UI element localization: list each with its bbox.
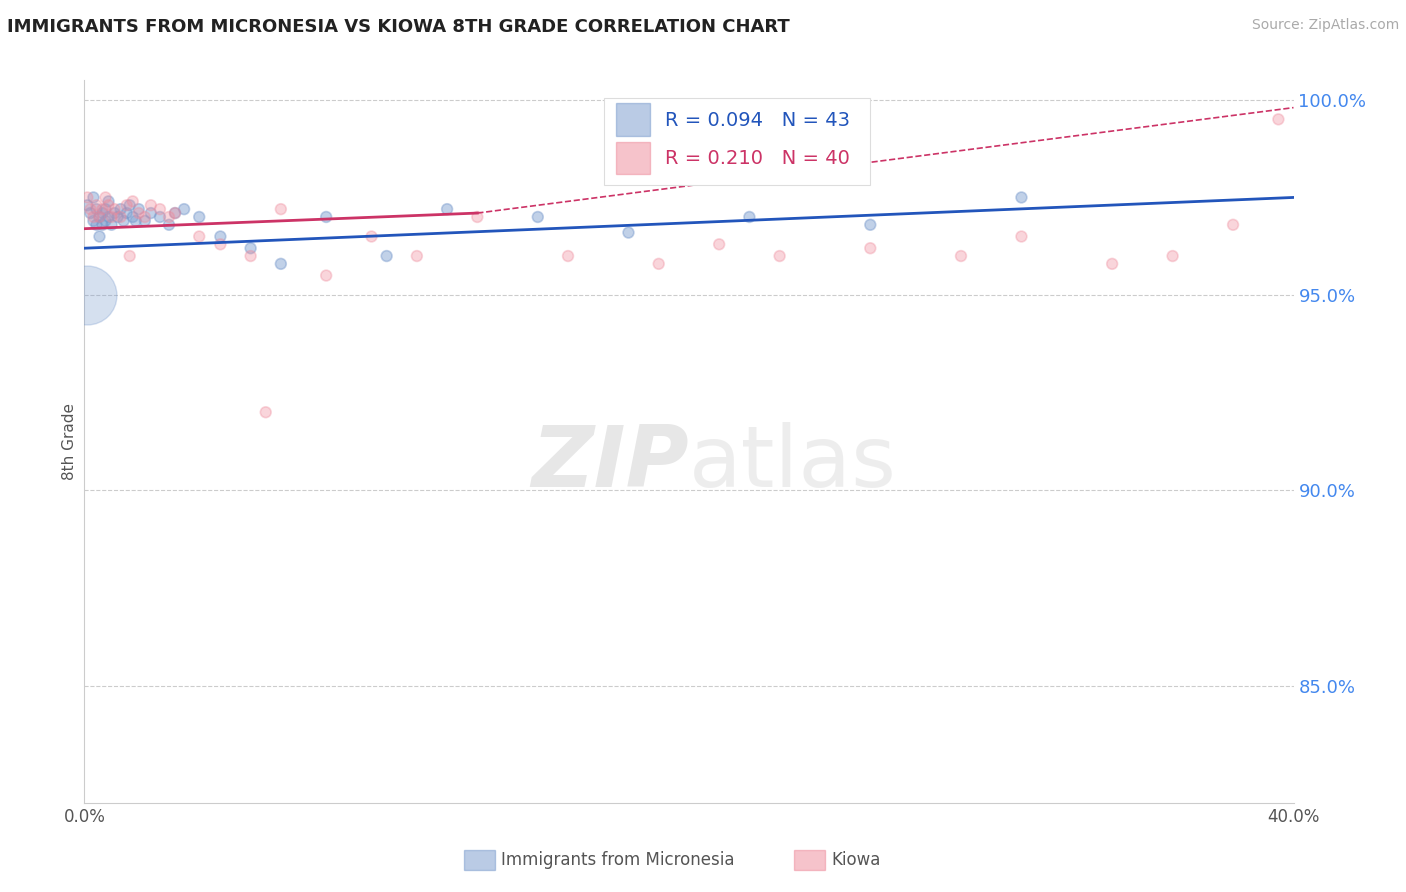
Point: [950, 249, 973, 263]
Point: [139, 206, 162, 220]
Point: [239, 249, 262, 263]
Point: [859, 241, 882, 255]
Point: [1222, 218, 1244, 232]
Text: R = 0.210   N = 40: R = 0.210 N = 40: [665, 149, 849, 168]
Point: [112, 214, 135, 228]
Point: [134, 210, 156, 224]
Text: atlas: atlas: [689, 422, 897, 505]
Point: [270, 202, 292, 216]
Point: [406, 249, 429, 263]
Point: [121, 194, 143, 209]
Point: [149, 202, 172, 216]
Point: [118, 249, 141, 263]
Point: [118, 198, 141, 212]
Point: [115, 206, 138, 220]
Point: [1011, 229, 1033, 244]
Point: [270, 257, 292, 271]
Point: [82, 190, 104, 204]
Point: [149, 210, 172, 224]
Point: [97, 198, 120, 212]
Point: [100, 218, 122, 232]
Point: [134, 214, 156, 228]
Point: [557, 249, 579, 263]
Point: [110, 210, 132, 224]
Point: [76, 288, 98, 302]
Point: [94, 190, 117, 204]
Point: [94, 202, 117, 216]
Point: [738, 210, 761, 224]
Text: R = 0.094   N = 43: R = 0.094 N = 43: [665, 111, 849, 129]
Point: [79, 202, 101, 216]
Point: [91, 218, 114, 232]
Text: IMMIGRANTS FROM MICRONESIA VS KIOWA 8TH GRADE CORRELATION CHART: IMMIGRANTS FROM MICRONESIA VS KIOWA 8TH …: [7, 18, 790, 36]
Point: [121, 210, 143, 224]
Point: [82, 210, 104, 224]
Point: [360, 229, 382, 244]
Point: [125, 214, 148, 228]
Point: [239, 241, 262, 255]
Point: [104, 202, 127, 216]
Point: [79, 206, 101, 220]
Point: [104, 206, 127, 220]
Point: [76, 190, 98, 204]
Point: [1011, 190, 1033, 204]
Point: [128, 202, 150, 216]
Point: [86, 198, 108, 212]
Y-axis label: 8th Grade: 8th Grade: [62, 403, 77, 480]
Point: [188, 210, 211, 224]
Point: [139, 198, 162, 212]
Point: [315, 268, 337, 283]
Point: [1161, 249, 1184, 263]
Point: [188, 229, 211, 244]
Point: [89, 210, 111, 224]
Text: Source: ZipAtlas.com: Source: ZipAtlas.com: [1251, 18, 1399, 32]
Point: [128, 206, 150, 220]
Point: [209, 229, 232, 244]
Bar: [605, 98, 870, 185]
Text: Kiowa: Kiowa: [831, 851, 880, 869]
Point: [173, 202, 195, 216]
Point: [1101, 257, 1123, 271]
Point: [467, 210, 489, 224]
Bar: [616, 103, 650, 136]
Point: [115, 198, 138, 212]
Point: [254, 405, 277, 419]
Point: [82, 214, 104, 228]
Text: ZIP: ZIP: [531, 422, 689, 505]
Point: [86, 218, 108, 232]
Point: [436, 202, 458, 216]
Point: [859, 218, 882, 232]
Point: [769, 249, 792, 263]
Point: [1267, 112, 1289, 127]
Point: [89, 229, 111, 244]
Point: [76, 198, 98, 212]
Point: [100, 210, 122, 224]
Point: [91, 206, 114, 220]
Point: [209, 237, 232, 252]
Point: [86, 202, 108, 216]
Point: [157, 210, 180, 224]
Point: [165, 206, 187, 220]
Point: [89, 210, 111, 224]
Point: [709, 237, 731, 252]
Point: [157, 218, 180, 232]
Point: [648, 257, 671, 271]
Point: [107, 210, 129, 224]
Point: [94, 214, 117, 228]
Point: [165, 206, 187, 220]
Point: [375, 249, 398, 263]
Point: [91, 202, 114, 216]
Point: [315, 210, 337, 224]
Point: [97, 210, 120, 224]
Point: [617, 226, 640, 240]
Text: Immigrants from Micronesia: Immigrants from Micronesia: [501, 851, 734, 869]
Bar: [616, 142, 650, 174]
Point: [527, 210, 550, 224]
Point: [97, 194, 120, 209]
Point: [110, 202, 132, 216]
